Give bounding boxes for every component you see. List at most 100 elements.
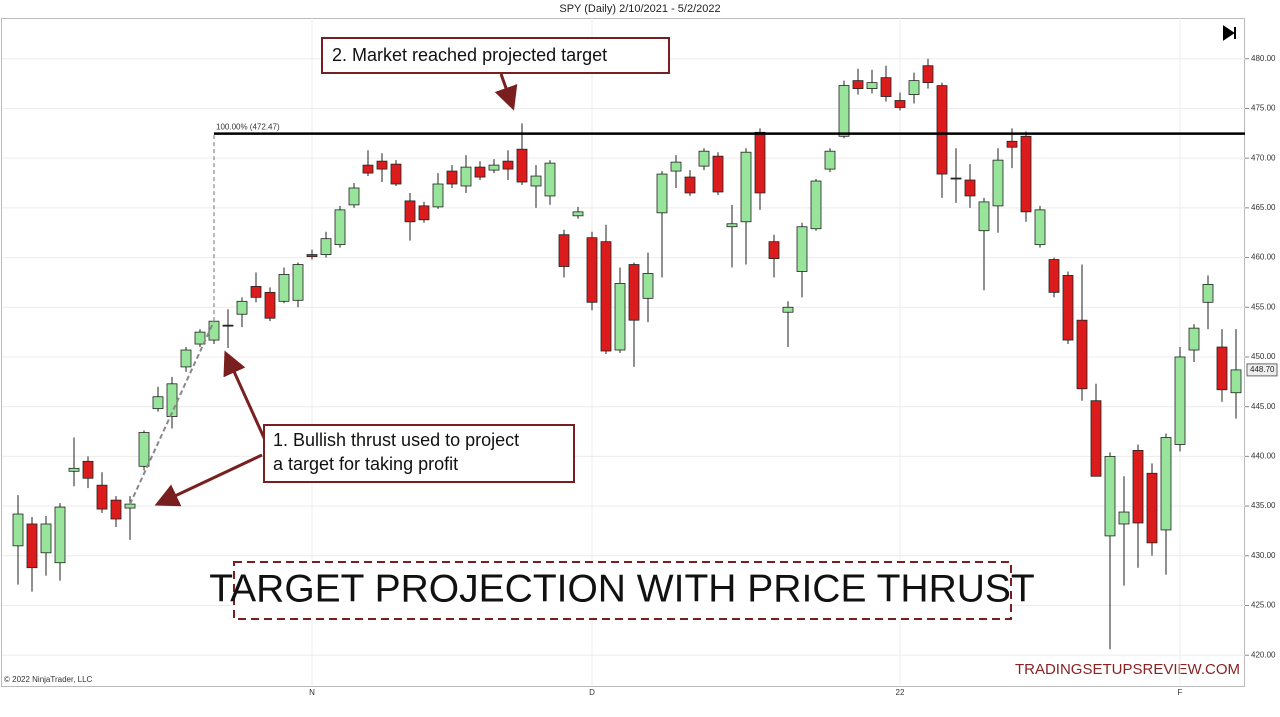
last-price-tag [1246, 363, 1278, 377]
body [880, 77, 892, 97]
body [922, 65, 934, 84]
body [866, 82, 878, 89]
body [530, 175, 542, 187]
annotation-text: a target for taking profit [273, 454, 458, 474]
body [1230, 369, 1242, 394]
body [306, 254, 318, 257]
scroll-end-icon[interactable] [1223, 25, 1236, 41]
annotation-text: 1. Bullish thrust used to project [273, 430, 519, 450]
body [320, 238, 332, 255]
body [432, 183, 444, 208]
body [1062, 275, 1074, 341]
body [404, 200, 416, 223]
body [824, 150, 836, 170]
annotation-box [321, 37, 670, 74]
y-tick-label: 420.00 [1251, 650, 1276, 659]
body [194, 331, 206, 345]
body [754, 131, 766, 194]
body [628, 264, 640, 321]
body [390, 163, 402, 185]
body [1188, 327, 1200, 351]
body [460, 166, 472, 187]
body [642, 273, 654, 299]
body [1076, 319, 1088, 390]
copyright: © 2022 NinjaTrader, LLC [4, 675, 93, 684]
body [138, 432, 150, 467]
body [54, 506, 66, 564]
plot-frame [1, 18, 1245, 687]
body [1034, 209, 1046, 246]
body [488, 164, 500, 171]
body [474, 166, 486, 178]
watermark: TRADINGSETUPSREVIEW.COM [1015, 661, 1240, 678]
body [614, 283, 626, 351]
body [502, 160, 514, 170]
body [292, 264, 304, 301]
body [978, 201, 990, 232]
y-tick-label: 470.00 [1251, 153, 1276, 162]
body [600, 241, 612, 352]
body [180, 349, 192, 368]
body [1090, 400, 1102, 477]
body [810, 180, 822, 230]
body [908, 80, 920, 95]
y-tick-label: 475.00 [1251, 104, 1276, 113]
body [68, 467, 80, 472]
candles [12, 58, 1242, 650]
chart-title: SPY (Daily) 2/10/2021 - 5/2/2022 [559, 3, 720, 15]
body [222, 324, 234, 327]
annotation-box [263, 424, 575, 483]
body [558, 234, 570, 267]
body [740, 151, 752, 223]
body [1202, 284, 1214, 303]
body [40, 523, 52, 554]
body [26, 523, 38, 569]
body [82, 460, 94, 479]
arrow [494, 73, 518, 111]
body [1132, 450, 1144, 524]
body [1160, 437, 1172, 531]
body [1146, 472, 1158, 544]
overlay: 100.00% (472.47) 448.70 1. Bullish thrust … [129, 37, 1278, 620]
y-tick-label: 445.00 [1251, 402, 1276, 411]
body [1174, 356, 1186, 445]
body [124, 503, 136, 509]
body [670, 161, 682, 172]
body [992, 159, 1004, 207]
headline-box [233, 561, 1012, 620]
headline: TARGET PROJECTION WITH PRICE THRUST [209, 567, 1035, 610]
body [894, 100, 906, 108]
body [110, 499, 122, 520]
y-tick-label: 435.00 [1251, 501, 1276, 510]
body [950, 177, 962, 180]
body [348, 187, 360, 206]
body [572, 211, 584, 217]
body [656, 173, 668, 214]
arrow [154, 453, 263, 507]
x-tick-label: F [1178, 688, 1183, 697]
body [964, 179, 976, 197]
body [362, 164, 374, 174]
annotation-text: 2. Market reached projected target [332, 45, 607, 65]
y-tick-label: 440.00 [1251, 451, 1276, 460]
body [96, 484, 108, 510]
body [1216, 346, 1228, 391]
body [586, 237, 598, 303]
x-tick-label: 22 [896, 688, 905, 697]
body [1006, 140, 1018, 148]
body [418, 205, 430, 221]
body [698, 150, 710, 167]
arrow [223, 350, 267, 441]
target-label: 100.00% (472.47) [216, 123, 280, 132]
y-tick-label: 450.00 [1251, 352, 1276, 361]
x-tick-label: N [309, 688, 315, 697]
body [1118, 511, 1130, 525]
body [936, 85, 948, 175]
body [726, 223, 738, 228]
y-tick-label: 460.00 [1251, 253, 1276, 262]
body [544, 162, 556, 197]
body [166, 383, 178, 418]
body [376, 160, 388, 170]
body [236, 300, 248, 315]
